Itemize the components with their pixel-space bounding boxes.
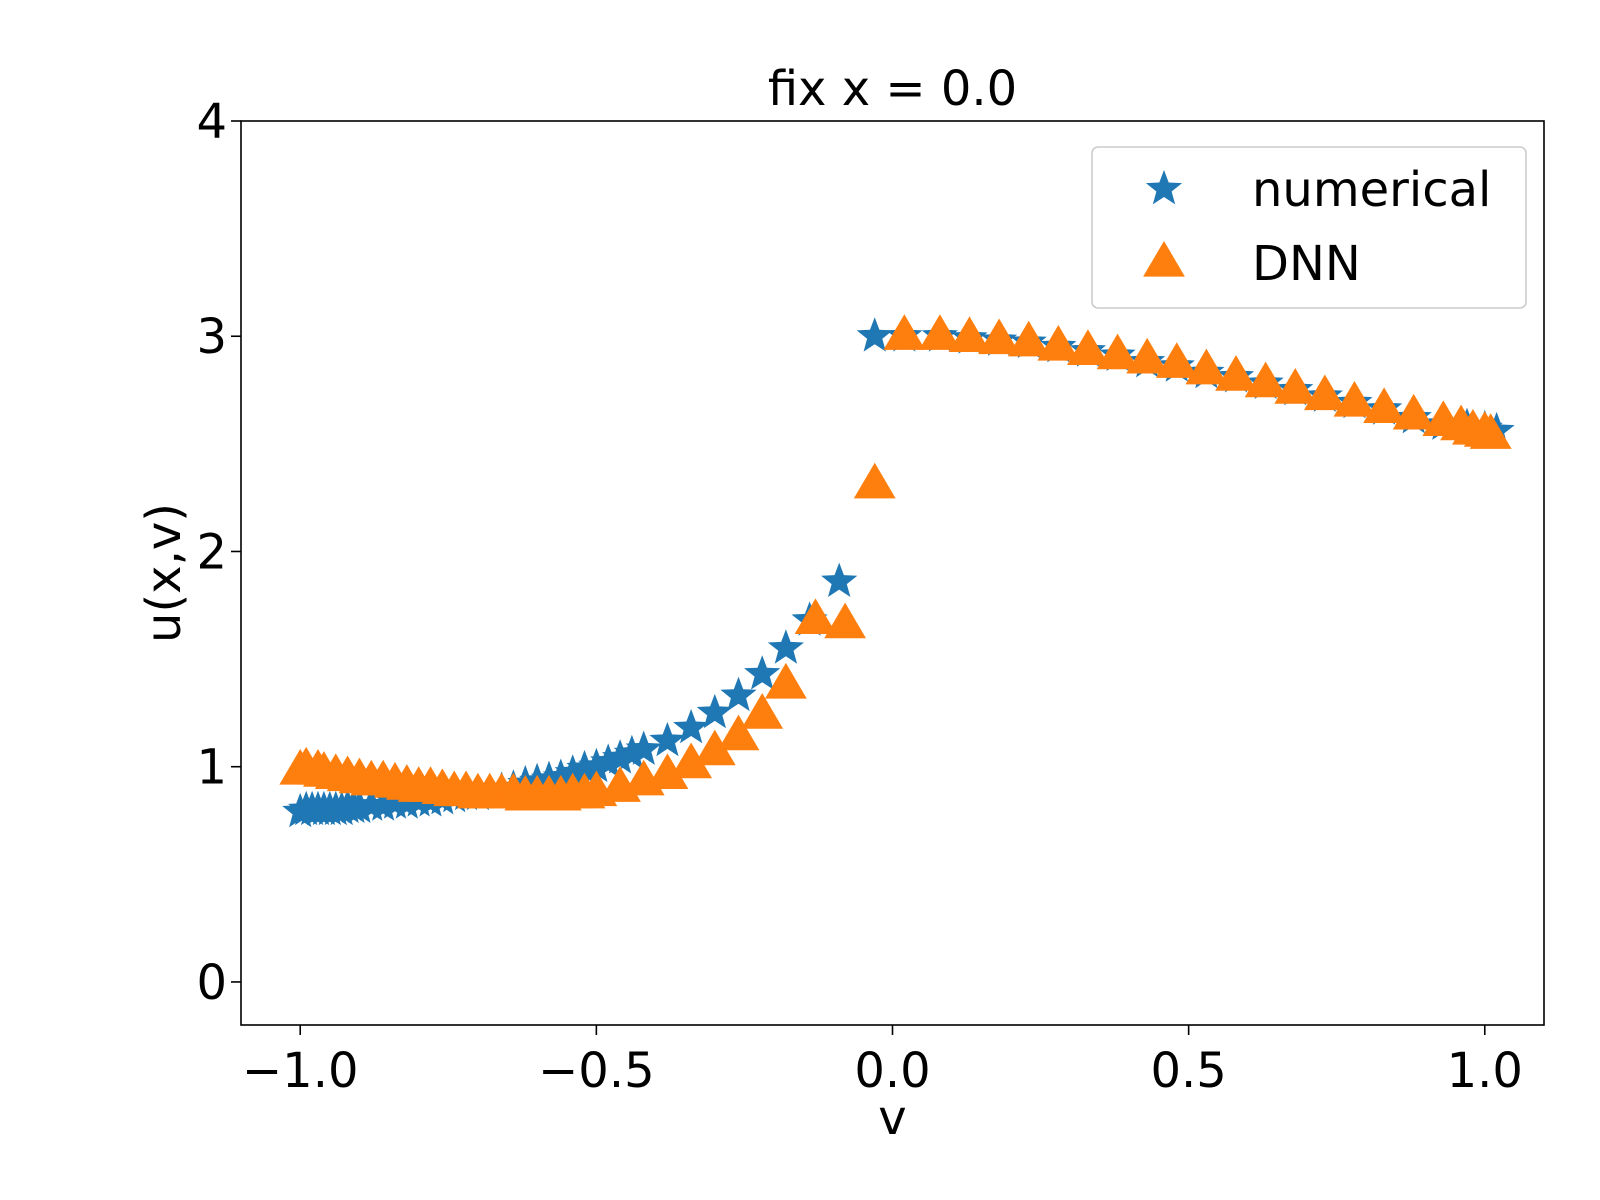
dnn-point (824, 602, 867, 639)
numerical-point (602, 739, 639, 774)
dnn-point (693, 729, 736, 766)
dnn-point (1244, 361, 1287, 398)
x-tick-label: −1.0 (242, 1043, 359, 1099)
numerical-point (673, 709, 710, 744)
legend-marker-numerical (1145, 170, 1183, 205)
x-axis: −1.0 −0.5 0.0 0.5 1.0 (242, 1025, 1523, 1099)
dnn-point (1126, 337, 1169, 374)
dnn-point (794, 598, 837, 634)
numerical-point (625, 730, 662, 765)
dnn-point (1185, 348, 1228, 385)
numerical-point (341, 788, 378, 823)
x-tick-label: 0.5 (1150, 1043, 1226, 1099)
numerical-point (566, 749, 603, 785)
y-tick-label: 2 (196, 524, 227, 580)
dnn-point (918, 314, 961, 350)
numerical-point (578, 747, 615, 783)
dnn-point (1155, 342, 1198, 378)
dnn-point (978, 318, 1021, 355)
legend-marker-dnn (1143, 241, 1185, 277)
dnn-point (1303, 374, 1346, 411)
legend-label-numerical: numerical (1252, 162, 1491, 218)
y-tick-label: 3 (196, 309, 227, 365)
dnn-point (1363, 387, 1405, 424)
numerical-point (744, 655, 781, 690)
dnn-point (1392, 393, 1435, 430)
dnn-point (1067, 329, 1109, 365)
numerical-point (767, 629, 804, 664)
y-axis-label: u(x,v) (136, 503, 192, 643)
chart-title: fix x = 0.0 (768, 61, 1017, 117)
legend-label-dnn: DNN (1252, 236, 1361, 292)
plot-area: −1.0 −0.5 0.0 0.5 1.0 0 1 2 3 4 (196, 94, 1545, 1099)
dnn-point (741, 693, 784, 729)
dnn-point (853, 462, 896, 499)
legend-box (1091, 146, 1527, 309)
numerical-point (554, 754, 591, 789)
numerical-point (821, 562, 858, 597)
dnn-point (1469, 413, 1512, 449)
dnn-point (1274, 368, 1317, 404)
dnn-point (1096, 333, 1139, 370)
x-tick-label: 1.0 (1447, 1043, 1523, 1099)
dnn-point (1007, 320, 1050, 357)
y-tick-label: 1 (196, 740, 227, 796)
legend: numerical DNN (1091, 146, 1527, 309)
dnn-point (646, 753, 689, 789)
y-axis: 0 1 2 3 4 (196, 94, 241, 1011)
y-tick-label: 0 (196, 955, 227, 1011)
dnn-point (670, 742, 713, 779)
numerical-point (649, 721, 686, 757)
series-dnn (279, 314, 1512, 811)
numerical-point (720, 676, 757, 712)
y-tick-label: 4 (196, 94, 227, 150)
dnn-point (1215, 355, 1257, 391)
dnn-point (1037, 325, 1080, 361)
dnn-point (1333, 380, 1376, 417)
dnn-point (717, 714, 760, 751)
dnn-point (948, 316, 991, 353)
x-axis-label: v (878, 1090, 906, 1146)
numerical-point (856, 317, 893, 352)
dnn-point (883, 314, 926, 350)
numerical-point (590, 743, 627, 778)
x-tick-label: −0.5 (538, 1043, 655, 1099)
x-tick-label: 0.0 (854, 1043, 930, 1099)
dnn-point (764, 662, 807, 699)
data-series (279, 314, 1515, 828)
numerical-point (696, 693, 733, 729)
numerical-point (613, 734, 650, 770)
numerical-point (365, 786, 402, 821)
